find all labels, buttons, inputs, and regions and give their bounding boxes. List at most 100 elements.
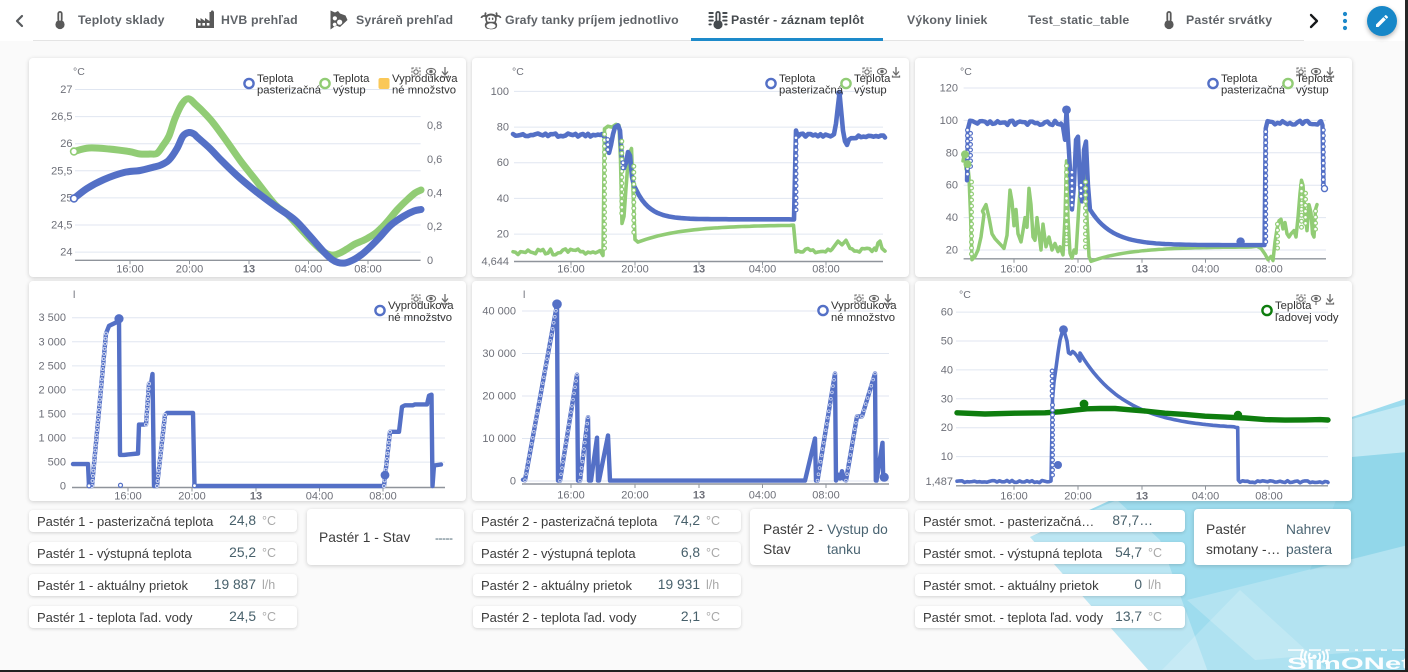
svg-text:výstup: výstup [333, 85, 366, 97]
svg-text:0,2: 0,2 [427, 221, 442, 233]
svg-text:2 000: 2 000 [38, 384, 66, 396]
svg-text:04:00: 04:00 [1192, 264, 1220, 276]
svg-text:l: l [523, 289, 525, 301]
svg-text:13: 13 [250, 491, 262, 502]
svg-text:60: 60 [941, 307, 953, 319]
svg-text:Teplota: Teplota [779, 73, 816, 85]
svg-text:né množstvo: né množstvo [831, 312, 895, 324]
svg-text:1 000: 1 000 [38, 433, 66, 445]
svg-text:26: 26 [60, 138, 72, 150]
svg-text:4,644: 4,644 [481, 256, 509, 268]
svg-text:08:00: 08:00 [812, 264, 840, 276]
svg-text:04:00: 04:00 [749, 264, 777, 276]
svg-text:°C: °C [512, 66, 524, 78]
svg-text:25: 25 [60, 192, 72, 204]
svg-text:Teplota: Teplota [1275, 300, 1312, 312]
svg-text:pasterizačná: pasterizačná [779, 85, 844, 97]
svg-text:0: 0 [510, 476, 516, 488]
svg-text:Vyprodukova: Vyprodukova [388, 300, 454, 312]
svg-text:04:00: 04:00 [749, 490, 777, 502]
svg-text:80: 80 [497, 122, 509, 134]
svg-text:výstup: výstup [1296, 85, 1329, 97]
svg-text:ľadovej vody: ľadovej vody [1275, 312, 1339, 324]
svg-text:20:00: 20:00 [1064, 491, 1092, 502]
svg-text:13: 13 [693, 490, 705, 502]
svg-text:výstup: výstup [854, 85, 887, 97]
svg-text:0: 0 [427, 255, 433, 267]
svg-text:0,8: 0,8 [427, 120, 442, 132]
svg-text:13: 13 [1136, 264, 1148, 276]
svg-text:40: 40 [941, 364, 953, 376]
svg-text:°C: °C [73, 66, 85, 78]
svg-text:16:00: 16:00 [557, 264, 585, 276]
svg-text:04:00: 04:00 [306, 491, 334, 502]
svg-text:3 500: 3 500 [38, 312, 66, 324]
svg-text:04:00: 04:00 [1192, 491, 1220, 502]
svg-text:Vyprodukova: Vyprodukova [831, 300, 897, 312]
svg-text:20:00: 20:00 [1064, 264, 1092, 276]
svg-text:pasterizačná: pasterizačná [1221, 85, 1286, 97]
svg-text:27: 27 [60, 84, 72, 96]
svg-text:24: 24 [60, 247, 72, 259]
svg-text:500: 500 [48, 457, 66, 469]
svg-text:Teplota: Teplota [257, 73, 294, 85]
svg-text:Teplota: Teplota [1221, 73, 1258, 85]
svg-text:26,5: 26,5 [51, 111, 72, 123]
svg-text:20:00: 20:00 [621, 264, 649, 276]
svg-text:20:00: 20:00 [621, 490, 649, 502]
svg-text:120: 120 [940, 83, 958, 95]
svg-text:24,5: 24,5 [51, 220, 72, 232]
svg-text:pasterizačná: pasterizačná [257, 85, 322, 97]
svg-text:16:00: 16:00 [116, 264, 144, 276]
svg-text:30: 30 [941, 393, 953, 405]
svg-text:60: 60 [497, 157, 509, 169]
svg-text:08:00: 08:00 [369, 491, 397, 502]
svg-text:13: 13 [693, 264, 705, 276]
svg-text:40: 40 [497, 193, 509, 205]
svg-text:Teplota: Teplota [333, 73, 370, 85]
svg-text:20: 20 [941, 422, 953, 434]
svg-text:°C: °C [959, 289, 971, 301]
svg-text:04:00: 04:00 [295, 264, 323, 276]
svg-text:20: 20 [497, 229, 509, 241]
svg-text:20 000: 20 000 [482, 391, 516, 403]
svg-text:SimONet: SimONet [1287, 654, 1408, 672]
svg-text:°C: °C [960, 66, 972, 78]
svg-text:16:00: 16:00 [557, 490, 585, 502]
svg-text:100: 100 [940, 115, 958, 127]
svg-text:20:00: 20:00 [178, 491, 206, 502]
svg-text:1 500: 1 500 [38, 408, 66, 420]
svg-text:16:00: 16:00 [1000, 491, 1028, 502]
svg-text:0,4: 0,4 [427, 188, 442, 200]
svg-text:16:00: 16:00 [114, 491, 142, 502]
svg-text:30 000: 30 000 [482, 348, 516, 360]
svg-text:13: 13 [243, 264, 255, 276]
svg-text:Vyprodukova: Vyprodukova [392, 73, 458, 85]
svg-text:40 000: 40 000 [482, 306, 516, 318]
svg-text:13: 13 [1136, 491, 1148, 502]
svg-text:né množstvo: né množstvo [392, 85, 456, 97]
svg-text:Teplota: Teplota [854, 73, 891, 85]
svg-text:80: 80 [946, 147, 958, 159]
svg-text:10: 10 [941, 451, 953, 463]
svg-text:08:00: 08:00 [1255, 491, 1283, 502]
svg-text:40: 40 [946, 212, 958, 224]
svg-text:né množstvo: né množstvo [388, 312, 452, 324]
svg-text:16:00: 16:00 [1000, 264, 1028, 276]
svg-text:20:00: 20:00 [176, 264, 204, 276]
svg-text:l: l [73, 289, 75, 301]
svg-text:08:00: 08:00 [812, 490, 840, 502]
svg-text:10 000: 10 000 [482, 433, 516, 445]
svg-text:2 500: 2 500 [38, 360, 66, 372]
svg-text:20: 20 [946, 245, 958, 257]
svg-text:50: 50 [941, 336, 953, 348]
svg-text:08:00: 08:00 [1255, 264, 1283, 276]
svg-text:1,487: 1,487 [925, 476, 953, 488]
svg-text:3 000: 3 000 [38, 336, 66, 348]
svg-text:Teplota: Teplota [1296, 73, 1333, 85]
svg-text:0,6: 0,6 [427, 154, 442, 166]
svg-text:25,5: 25,5 [51, 165, 72, 177]
svg-text:08:00: 08:00 [354, 264, 382, 276]
svg-text:0: 0 [60, 481, 66, 493]
svg-text:100: 100 [491, 86, 509, 98]
